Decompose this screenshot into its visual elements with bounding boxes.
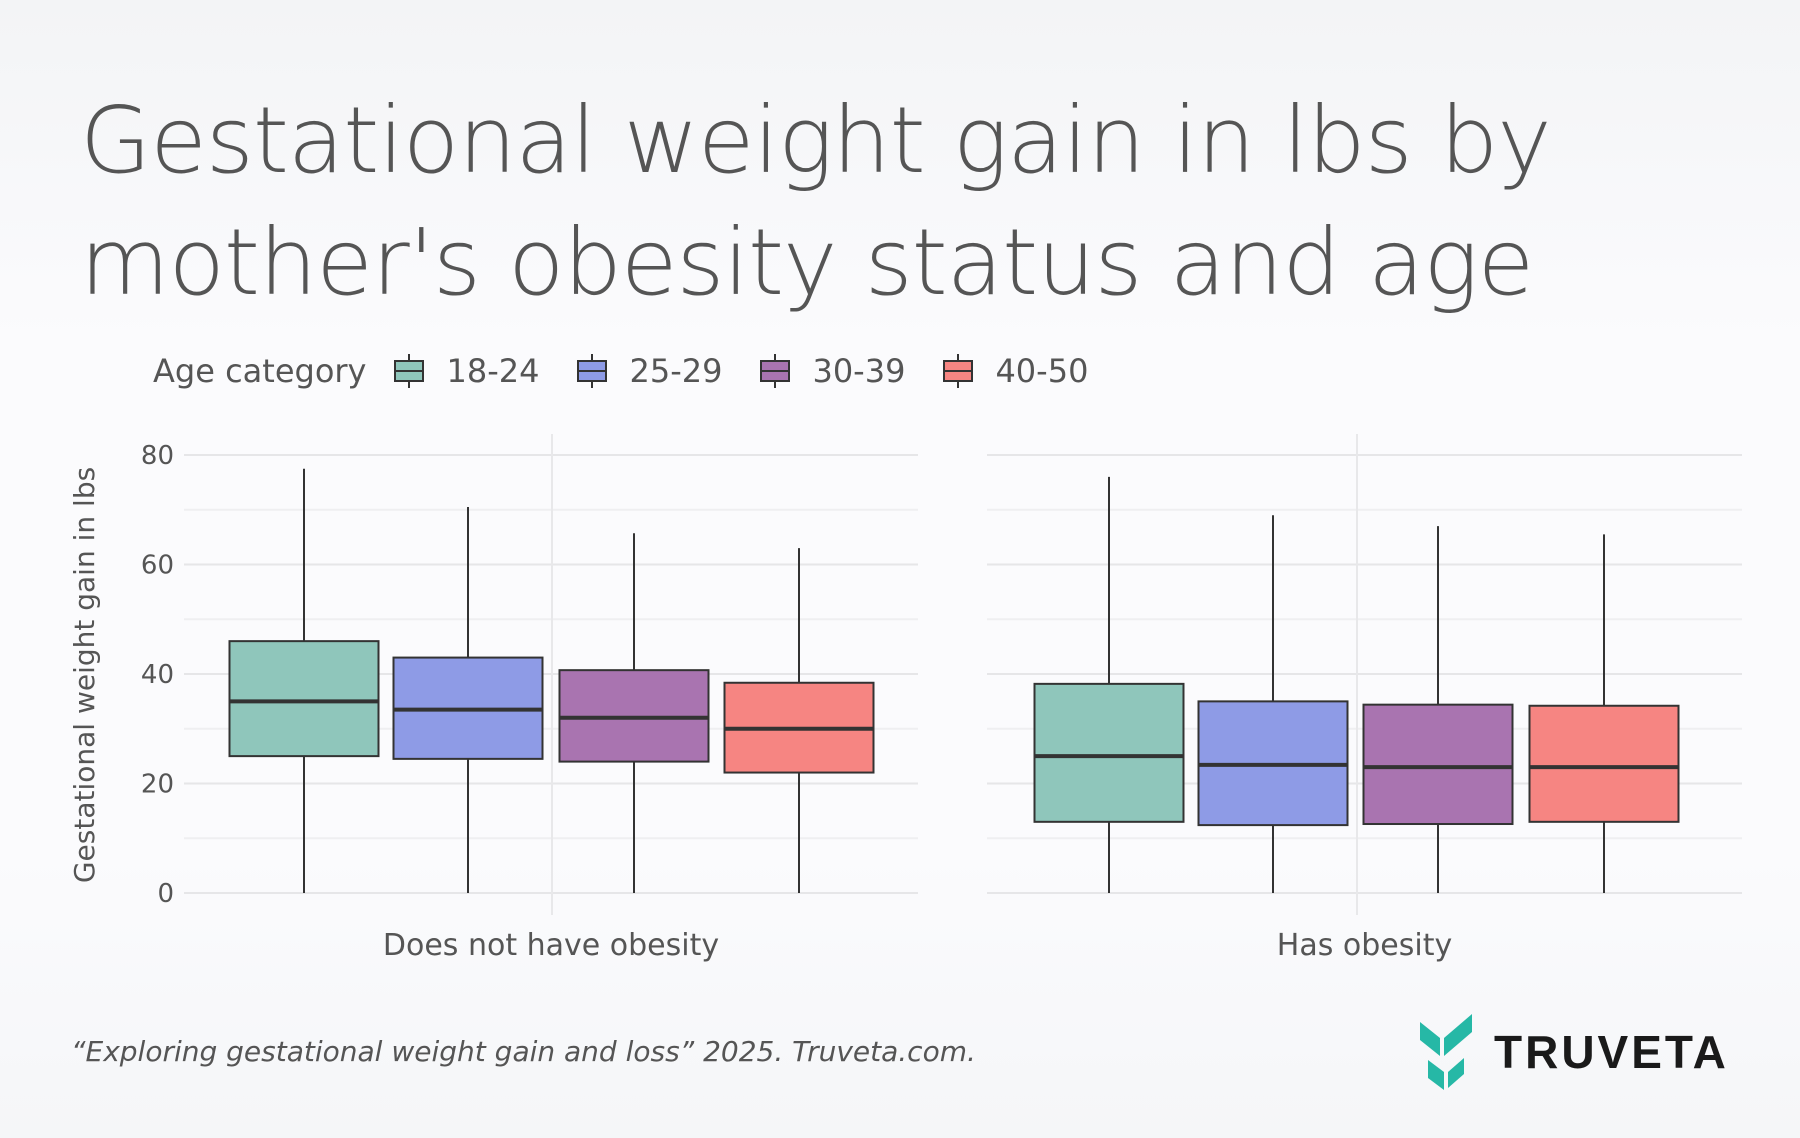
title-line-2: mother's obesity status and age	[80, 209, 1534, 316]
legend-key	[577, 360, 608, 382]
y-tick-label: 40	[141, 660, 174, 690]
legend-key	[760, 360, 791, 382]
box-40-50	[1528, 704, 1680, 823]
legend-title: Age category	[153, 352, 367, 390]
legend-key	[943, 360, 974, 382]
legend: Age category 18-24 25-29 30-39 40-50	[153, 352, 1126, 390]
legend-label: 40-50	[995, 352, 1089, 390]
box-18-24	[1033, 682, 1185, 823]
logo-text: TRUVETA	[1494, 1026, 1729, 1078]
chart-title: Gestational weight gain in lbs by mother…	[80, 80, 1552, 324]
legend-label: 30-39	[812, 352, 906, 390]
truveta-logo: TRUVETA	[1420, 1008, 1729, 1096]
y-tick-label: 0	[157, 879, 174, 909]
source-citation: “Exploring gestational weight gain and l…	[71, 1035, 976, 1068]
legend-item-40-50[interactable]: 40-50	[943, 352, 1088, 390]
box-18-24	[228, 640, 380, 758]
legend-label: 18-24	[446, 352, 540, 390]
y-tick-label: 80	[141, 441, 174, 471]
box-30-39	[1362, 703, 1514, 826]
legend-item-30-39[interactable]: 30-39	[760, 352, 905, 390]
facet-label: Does not have obesity	[383, 928, 719, 963]
y-tick-label: 60	[141, 551, 174, 581]
y-axis-title: Gestational weight gain in lbs	[68, 467, 101, 883]
title-line-1: Gestational weight gain in lbs by	[80, 87, 1552, 194]
legend-key	[394, 360, 425, 382]
facet-label: Has obesity	[1277, 928, 1452, 963]
truveta-logo-icon	[1420, 1014, 1472, 1090]
legend-item-18-24[interactable]: 18-24	[394, 352, 539, 390]
y-tick-label: 20	[141, 770, 174, 800]
legend-label: 25-29	[629, 352, 723, 390]
legend-item-25-29[interactable]: 25-29	[577, 352, 722, 390]
